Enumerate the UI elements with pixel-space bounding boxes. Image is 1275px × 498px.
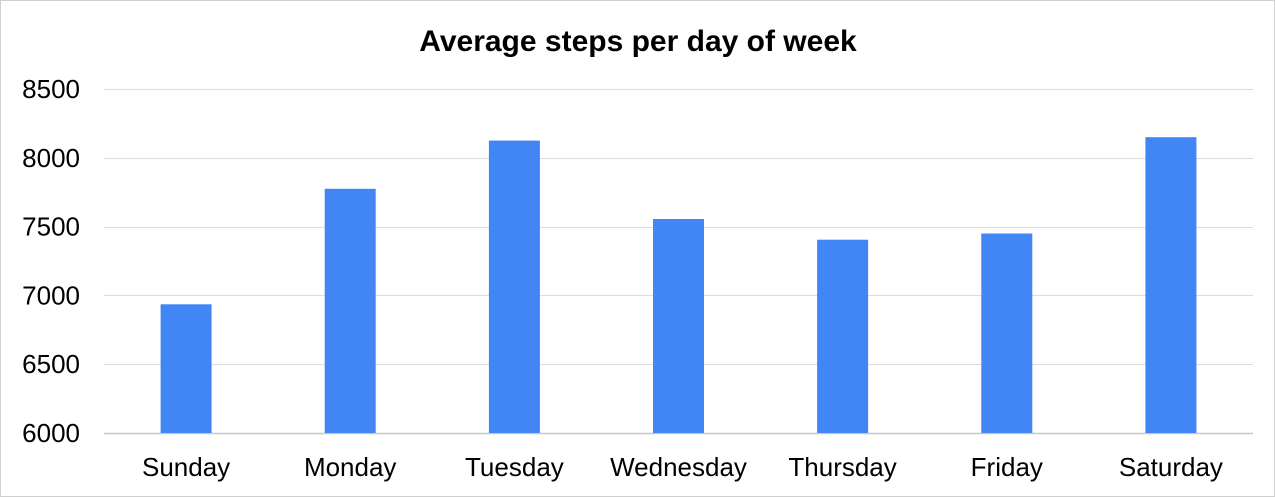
y-tick-label: 7000 (22, 280, 80, 310)
y-tick-label: 6500 (22, 349, 80, 379)
bar-sunday (160, 304, 212, 433)
y-tick-label: 8000 (22, 143, 80, 173)
bar-tuesday (488, 140, 540, 433)
bar-friday (981, 233, 1033, 433)
x-tick-label: Wednesday (610, 452, 747, 482)
bar-wednesday (653, 219, 704, 433)
bar-saturday (1145, 137, 1197, 433)
y-tick-label: 6000 (22, 418, 80, 448)
x-tick-label: Tuesday (465, 452, 564, 482)
x-tick-label: Sunday (142, 452, 230, 482)
x-tick-label: Thursday (788, 452, 896, 482)
x-tick-label: Saturday (1119, 452, 1223, 482)
bar-monday (324, 188, 376, 433)
y-tick-label: 7500 (22, 212, 80, 242)
x-tick-label: Monday (304, 452, 397, 482)
y-tick-label: 8500 (22, 74, 80, 104)
x-tick-label: Friday (971, 452, 1043, 482)
chart-title: Average steps per day of week (419, 25, 857, 58)
bar-thursday (817, 239, 869, 433)
